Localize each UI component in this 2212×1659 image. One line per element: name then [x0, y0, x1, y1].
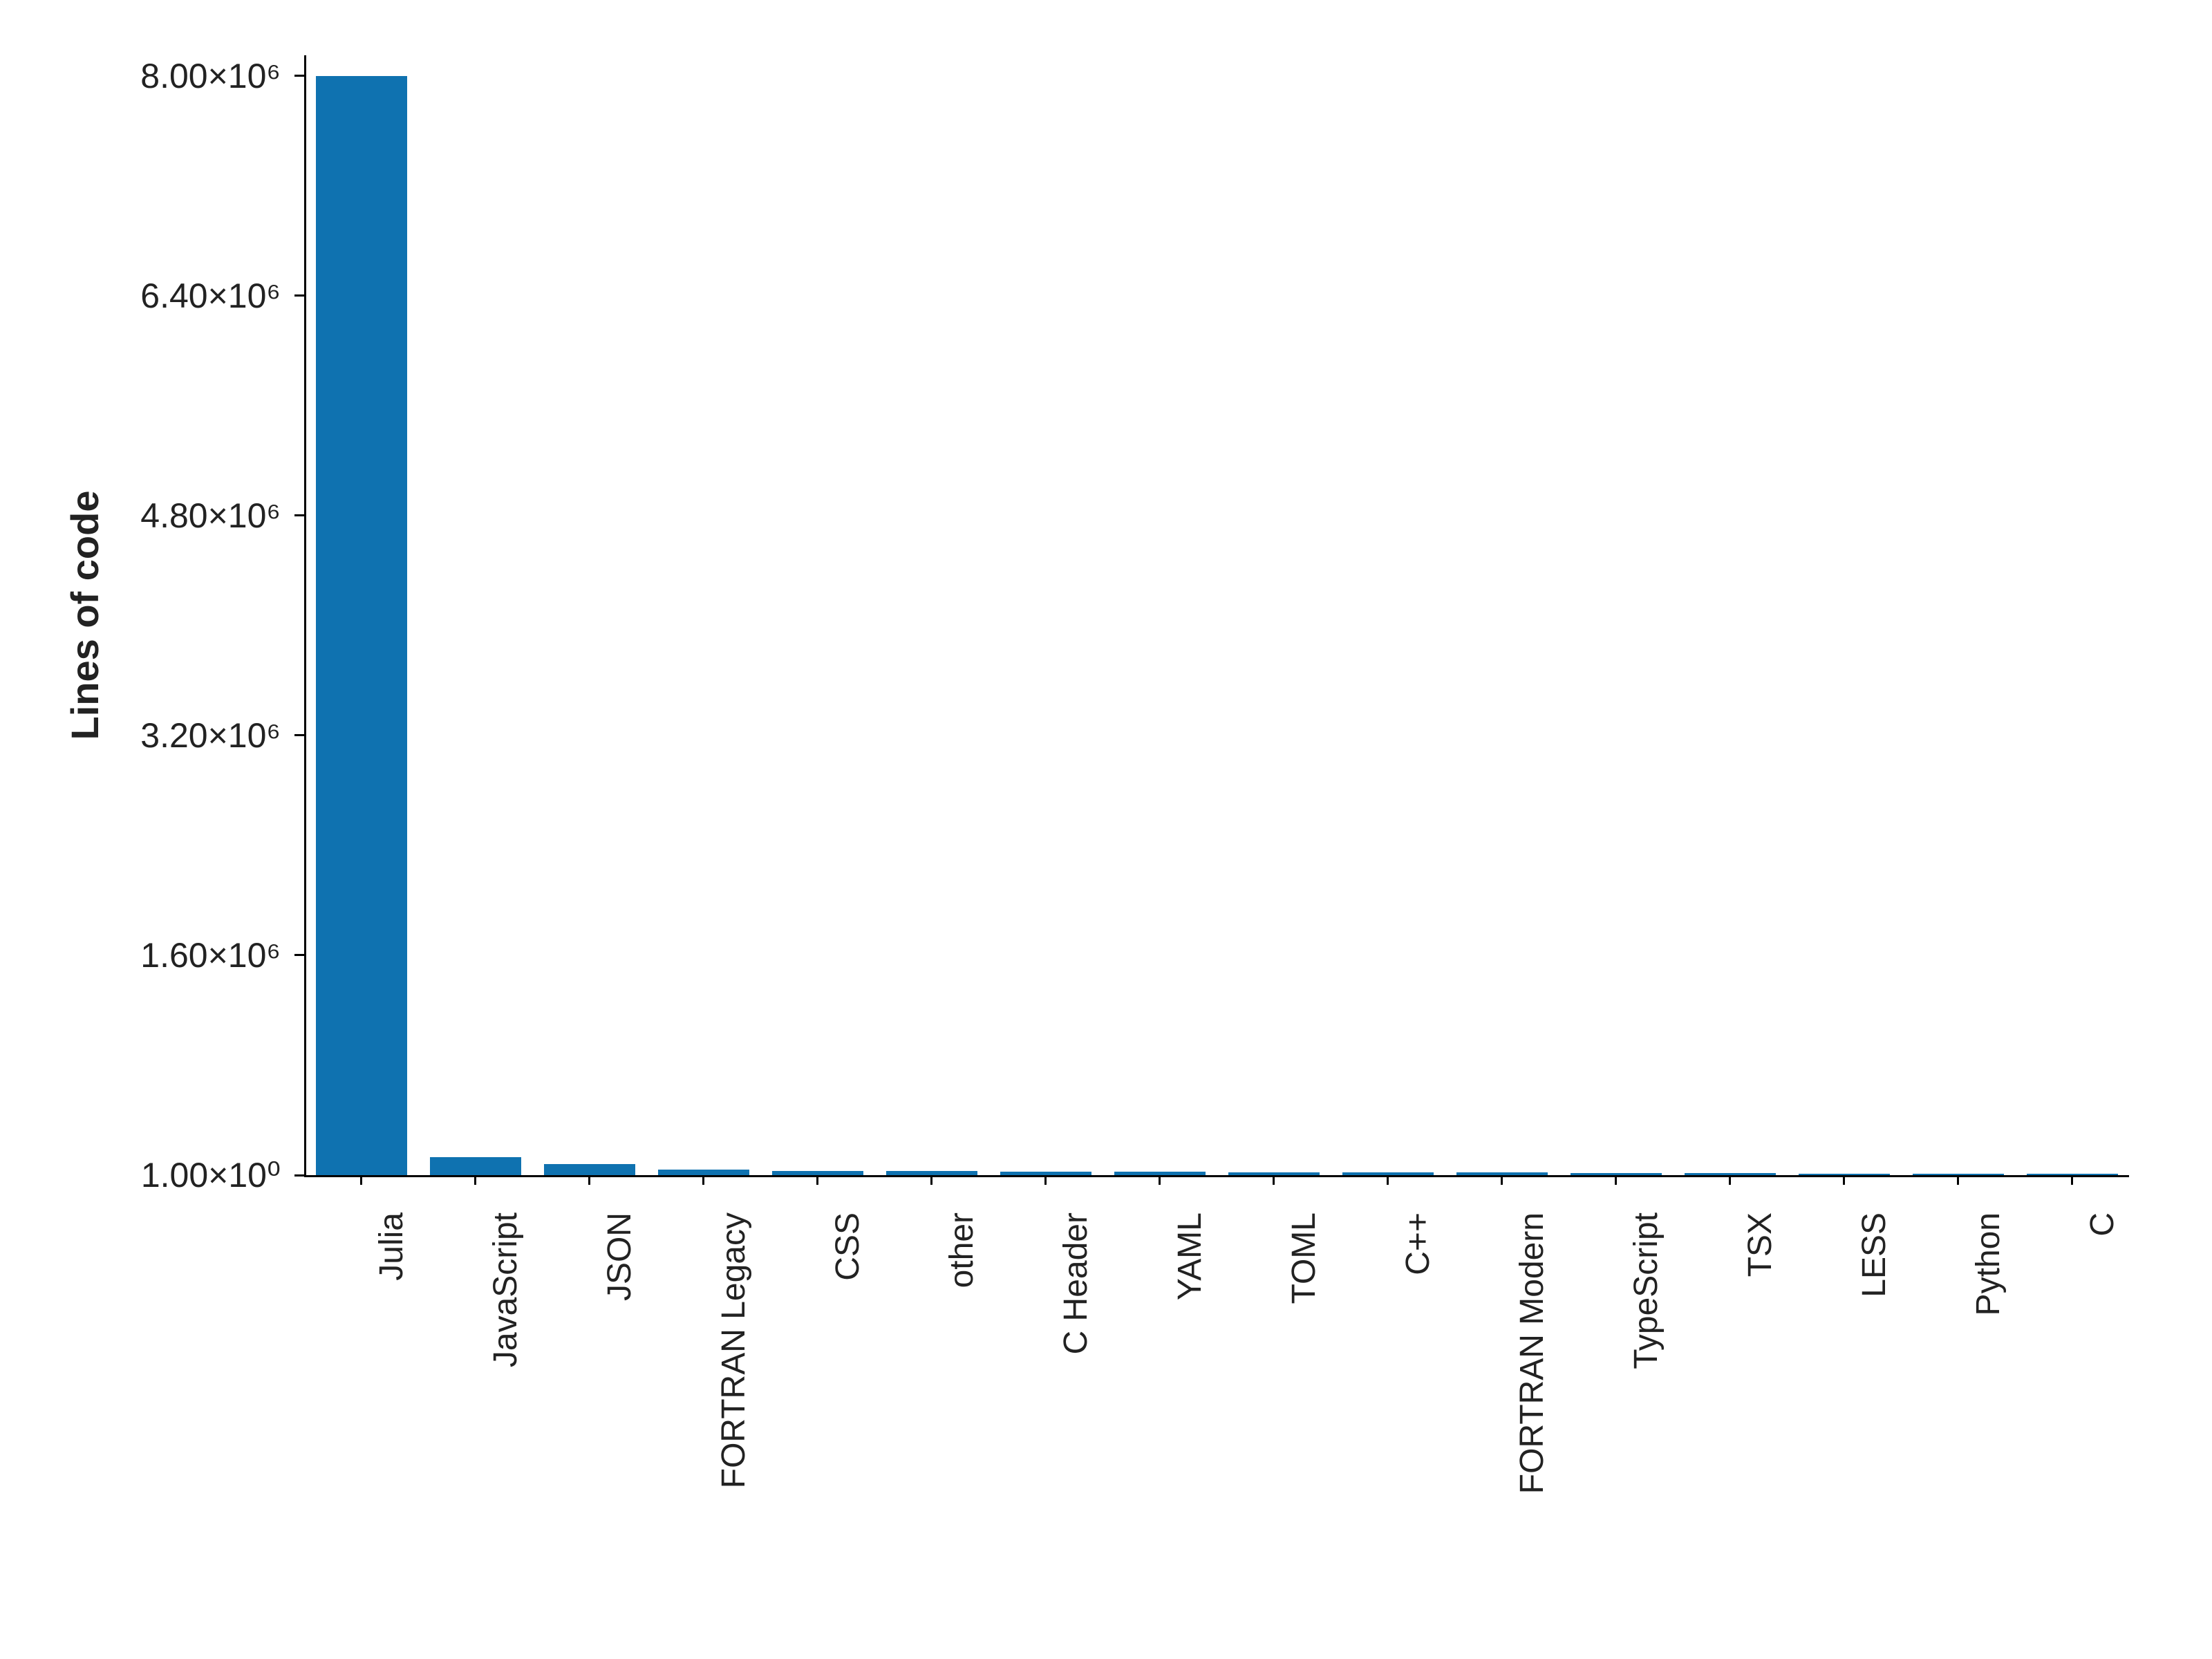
- chart-container: Lines of code 1.00×10⁰ 1.60×10⁶ 3.20×10⁶ 4.…: [0, 0, 2212, 1659]
- x-tick-label: TypeScript: [1627, 1212, 1665, 1369]
- x-tick-label: FORTRAN Modern: [1513, 1212, 1551, 1494]
- y-tick-label: 6.40×10⁶: [140, 276, 281, 316]
- y-tick: [294, 1174, 304, 1177]
- bar: [544, 1164, 635, 1175]
- y-tick: [294, 75, 304, 77]
- x-tick-label: TOML: [1285, 1212, 1323, 1304]
- x-tick: [360, 1175, 362, 1185]
- y-tick: [294, 734, 304, 736]
- x-tick-label: Julia: [373, 1212, 411, 1281]
- y-tick-label: 3.20×10⁶: [140, 715, 281, 756]
- x-tick-label: YAML: [1171, 1212, 1209, 1300]
- x-tick: [702, 1175, 704, 1185]
- y-axis-title: Lines of code: [62, 408, 104, 823]
- y-axis-line: [304, 55, 306, 1175]
- x-tick: [474, 1175, 476, 1185]
- x-tick: [1387, 1175, 1389, 1185]
- x-tick-label: LESS: [1855, 1212, 1893, 1297]
- x-tick: [2071, 1175, 2073, 1185]
- x-tick: [1044, 1175, 1047, 1185]
- y-tick-label: 1.00×10⁰: [141, 1155, 281, 1195]
- y-tick-label: 1.60×10⁶: [140, 935, 281, 975]
- x-tick-label: Python: [1969, 1212, 2007, 1315]
- x-tick: [1729, 1175, 1731, 1185]
- y-tick: [294, 294, 304, 297]
- plot-area: [304, 55, 2129, 1175]
- bar: [316, 76, 407, 1175]
- y-tick: [294, 954, 304, 956]
- bar: [430, 1157, 521, 1175]
- x-tick: [1159, 1175, 1161, 1185]
- x-tick-label: C Header: [1057, 1212, 1095, 1354]
- x-tick: [1843, 1175, 1845, 1185]
- x-tick: [816, 1175, 818, 1185]
- x-tick-label: C: [2083, 1212, 2121, 1237]
- x-tick: [1957, 1175, 1959, 1185]
- x-tick: [1615, 1175, 1617, 1185]
- y-tick: [294, 514, 304, 516]
- x-tick-label: CSS: [829, 1212, 867, 1281]
- y-tick-label: 8.00×10⁶: [140, 56, 281, 96]
- bar: [658, 1170, 749, 1175]
- x-tick: [930, 1175, 932, 1185]
- x-axis-line: [304, 1175, 2129, 1177]
- x-tick: [588, 1175, 590, 1185]
- x-tick-label: other: [943, 1212, 981, 1288]
- x-tick: [1273, 1175, 1275, 1185]
- y-tick-label: 4.80×10⁶: [140, 496, 281, 536]
- x-tick-label: JSON: [601, 1212, 639, 1301]
- x-tick-label: JavaScript: [487, 1212, 525, 1367]
- x-tick-label: FORTRAN Legacy: [715, 1212, 753, 1488]
- x-tick: [1501, 1175, 1503, 1185]
- x-tick-label: TSX: [1741, 1212, 1779, 1277]
- x-tick-label: C++: [1399, 1212, 1437, 1275]
